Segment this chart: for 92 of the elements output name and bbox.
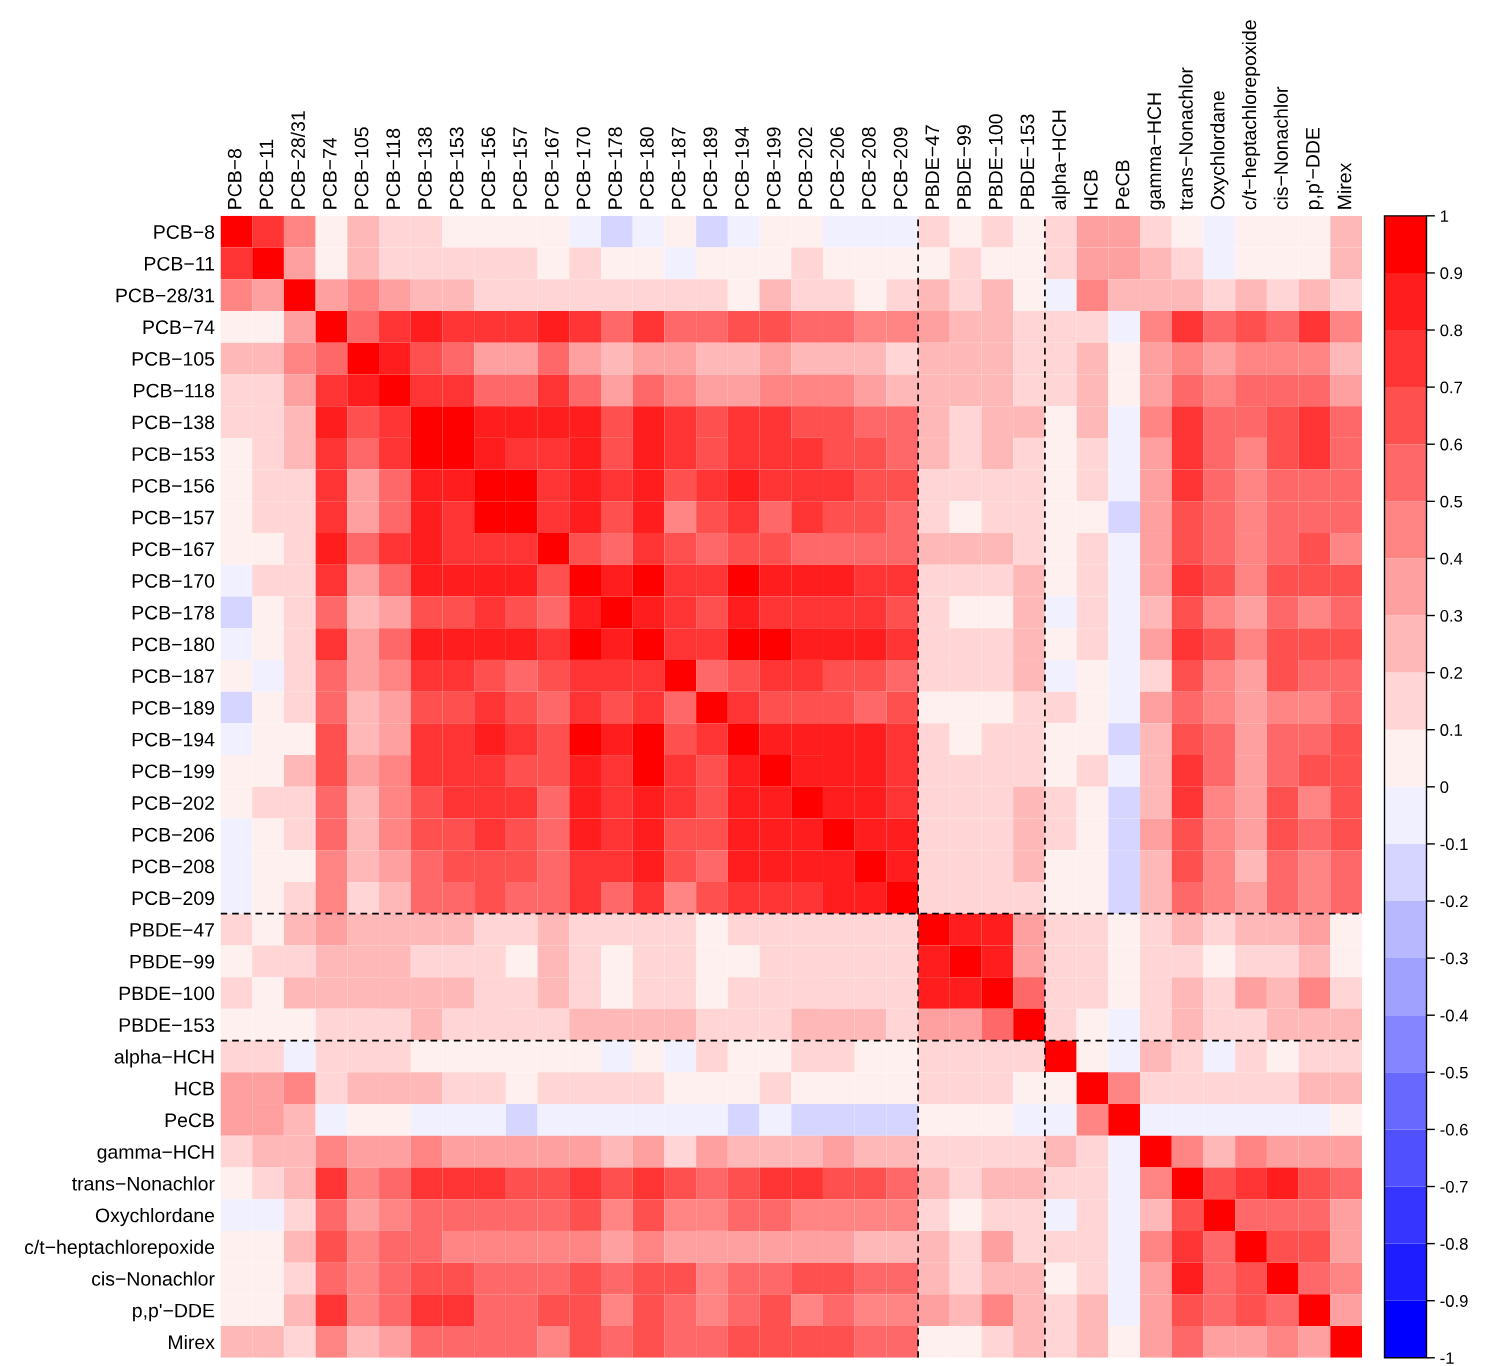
y-tick-label: PBDE−100 (119, 986, 215, 1001)
x-tick-label: PCB−28/31 (290, 111, 305, 209)
color-bar-label: -0.1 (1440, 838, 1468, 851)
x-tick-label: PBDE−100 (988, 114, 1003, 209)
color-bar-label: 0.2 (1440, 667, 1463, 679)
y-tick-label: Oxychlordane (95, 1208, 215, 1227)
x-tick-label: PCB−156 (481, 127, 496, 209)
y-tick-label: PCB−153 (132, 447, 215, 461)
y-tick-label: PCB−105 (132, 352, 215, 366)
y-tick-label: p,p'−DDE (133, 1303, 215, 1322)
x-tick-label: HCB (1083, 170, 1098, 209)
x-tick-label: PCB−167 (544, 127, 559, 209)
y-tick-label: PCB−74 (143, 320, 215, 335)
color-bar-label: 1 (1440, 210, 1449, 222)
color-bar-label: 0.1 (1440, 724, 1463, 736)
color-bar-label: -0.2 (1440, 895, 1468, 908)
color-bar-label: -0.7 (1440, 1180, 1468, 1193)
y-tick-label: PBDE−47 (130, 923, 214, 937)
y-tick-label: cis−Nonachlor (92, 1271, 215, 1286)
x-tick-label: PCB−178 (608, 127, 623, 209)
x-tick-label: PBDE−47 (925, 125, 939, 209)
y-tick-label: PCB−156 (132, 478, 215, 493)
y-tick-label: PCB−209 (132, 891, 215, 906)
x-tick-label: PCB−118 (386, 128, 401, 209)
x-tick-label: PCB−199 (766, 127, 781, 209)
y-tick-label: PBDE−99 (130, 954, 215, 969)
x-tick-label: Mirex (1337, 162, 1352, 209)
y-tick-label: alpha−HCH (114, 1049, 214, 1068)
x-tick-label: PCB−153 (449, 127, 464, 209)
y-tick-label: trans−Nonachlor (72, 1176, 215, 1191)
color-bar-label: 0.9 (1440, 267, 1463, 280)
color-bar-label: -0.3 (1440, 952, 1468, 965)
x-tick-label: PCB−11 (259, 139, 274, 209)
x-tick-label: gamma−HCH (1147, 93, 1165, 210)
color-bar-label: -0.9 (1440, 1295, 1468, 1307)
x-tick-label: PCB−208 (861, 127, 876, 209)
x-tick-label: PCB−206 (830, 127, 845, 209)
y-tick-label: PCB−187 (132, 669, 214, 684)
color-bar-label: 0.4 (1440, 552, 1463, 565)
color-bar-label: 0.7 (1440, 381, 1463, 394)
x-tick-label: cis−Nonachlor (1273, 86, 1288, 210)
y-tick-label: PCB−194 (132, 732, 215, 747)
color-bar-label: 0 (1440, 781, 1449, 794)
x-tick-label: trans−Nonachlor (1178, 67, 1193, 210)
y-tick-label: PBDE−153 (119, 1018, 215, 1032)
x-tick-label: PBDE−99 (957, 125, 971, 209)
x-tick-label: PCB−180 (640, 127, 654, 209)
y-tick-label: PCB−189 (132, 700, 215, 715)
x-tick-label: PCB−105 (354, 127, 369, 209)
y-tick-label: c/t−heptachlorepoxide (24, 1239, 215, 1258)
x-tick-label: alpha−HCH (1051, 110, 1070, 210)
y-tick-label: PCB−138 (132, 415, 215, 430)
y-tick-label: PCB−208 (132, 859, 215, 874)
color-bar-label: 0.8 (1440, 324, 1463, 337)
y-tick-label: PCB−8 (154, 225, 215, 239)
y-tick-label: HCB (175, 1081, 214, 1096)
y-tick-label: Mirex (169, 1334, 215, 1350)
x-tick-label: c/t−heptachlorepoxide (1241, 20, 1261, 210)
y-tick-label: PCB−170 (132, 574, 215, 588)
y-tick-label: PCB−167 (132, 542, 214, 557)
x-tick-label: PCB−202 (798, 127, 813, 209)
y-tick-label: PCB−180 (132, 637, 215, 652)
y-tick-label: PCB−118 (134, 383, 215, 398)
x-tick-label: PCB−74 (322, 137, 337, 209)
y-tick-label: PCB−11 (145, 256, 214, 271)
x-tick-label: p,p'−DDE (1306, 127, 1324, 210)
y-tick-label: PCB−202 (132, 796, 214, 810)
y-tick-label: PeCB (165, 1113, 214, 1128)
x-tick-label: PCB−170 (576, 127, 591, 209)
y-tick-label: PCB−157 (132, 510, 214, 525)
color-bar-label: 0.6 (1440, 438, 1463, 451)
color-bar-label: -0.6 (1440, 1123, 1468, 1136)
color-bar-label: -0.8 (1440, 1238, 1468, 1250)
x-tick-label: PCB−138 (418, 127, 432, 209)
y-tick-label: PCB−178 (132, 605, 215, 620)
color-bar-label: -0.5 (1440, 1066, 1468, 1079)
y-tick-label: PCB−28/31 (116, 288, 214, 303)
x-tick-label: PeCB (1115, 160, 1130, 209)
color-bar-label: -0.4 (1440, 1009, 1468, 1022)
x-tick-label: PBDE−153 (1020, 114, 1035, 209)
y-tick-label: PCB−199 (132, 764, 215, 779)
color-bar-label: -1 (1440, 1352, 1454, 1364)
x-tick-label: PCB−187 (671, 127, 686, 209)
x-tick-label: PCB−189 (703, 127, 718, 209)
x-tick-label: PCB−209 (893, 127, 908, 209)
y-tick-label: PCB−206 (132, 827, 215, 842)
color-bar-label: 0.5 (1440, 495, 1463, 508)
x-tick-label: PCB−194 (735, 127, 749, 209)
x-tick-label: PCB−157 (513, 127, 527, 209)
x-tick-label: Oxychlordane (1210, 91, 1229, 210)
color-bar-label: 0.3 (1440, 609, 1463, 622)
y-tick-label: gamma−HCH (97, 1145, 214, 1163)
